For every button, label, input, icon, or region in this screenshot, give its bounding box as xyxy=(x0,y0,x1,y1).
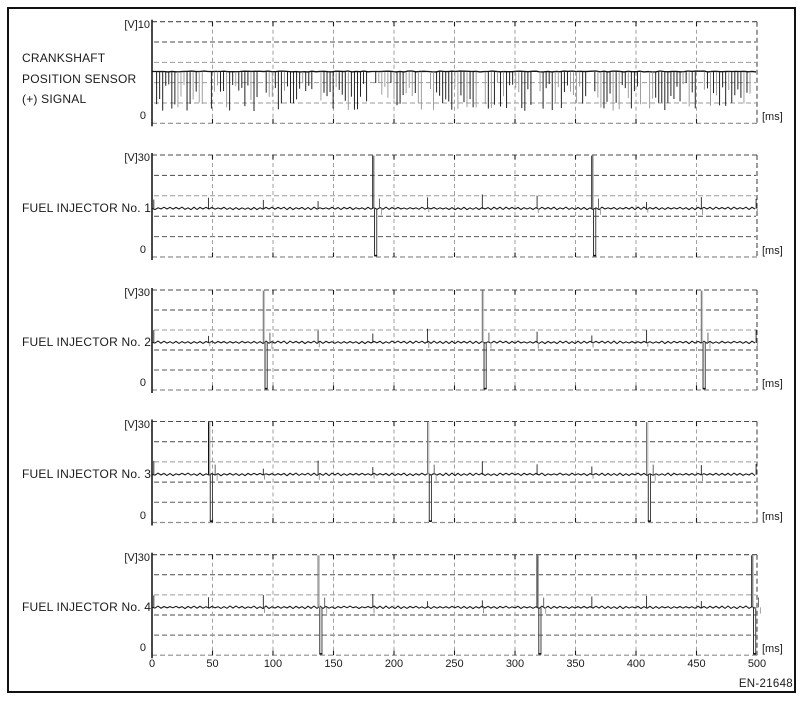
x-axis-tick-label: 200 xyxy=(384,658,404,670)
panel-fuel-injector-3 xyxy=(151,419,758,526)
panel-label-fuel-injector-1: FUEL INJECTOR No. 1 xyxy=(22,200,152,215)
panel-label-fuel-injector-2: FUEL INJECTOR No. 2 xyxy=(22,334,152,349)
x-axis-tick-label: 250 xyxy=(445,658,464,670)
x-axis-tick-label: 450 xyxy=(687,658,706,670)
x-axis-tick-label: 300 xyxy=(505,658,525,670)
panel-fuel-injector-4 xyxy=(151,552,761,659)
x-axis-tick-label: 150 xyxy=(324,658,343,670)
x-axis-unit-label-fuel-injector-4: [ms] xyxy=(762,643,783,656)
figure-border xyxy=(7,7,796,693)
x-axis-tick-label: 100 xyxy=(263,658,283,670)
waveform-fuel-injector-3 xyxy=(151,422,757,522)
panel-label-line: (+) SIGNAL xyxy=(22,92,87,106)
y-axis-zero-label-crankshaft-position-sensor: 0 xyxy=(139,110,146,123)
waveform-fuel-injector-1 xyxy=(151,155,758,257)
y-axis-zero-label-fuel-injector-1: 0 xyxy=(139,244,146,256)
grid-fuel-injector-4 xyxy=(151,552,758,659)
x-axis-unit-label-fuel-injector-1: [ms] xyxy=(762,245,783,257)
y-axis-max-label-fuel-injector-3: [V]30 xyxy=(124,418,150,431)
panel-label-fuel-injector-4: FUEL INJECTOR No. 4 xyxy=(22,599,152,614)
waveform-fuel-injector-4 xyxy=(151,555,761,655)
grid-fuel-injector-2 xyxy=(151,288,758,393)
panel-label-fuel-injector-3: FUEL INJECTOR No. 3 xyxy=(22,466,152,481)
x-axis-tick-label: 0 xyxy=(148,658,156,670)
x-axis-unit-label-fuel-injector-2: [ms] xyxy=(762,378,783,390)
x-axis-tick-label: 350 xyxy=(566,658,585,670)
panel-crankshaft-position-sensor xyxy=(151,19,758,127)
grid-fuel-injector-1 xyxy=(151,153,758,260)
panel-label-line: CRANKSHAFT xyxy=(22,51,106,65)
waveform-fuel-injector-2 xyxy=(151,290,758,390)
panel-fuel-injector-1 xyxy=(151,153,758,260)
figure-code: EN-21648 xyxy=(738,678,793,690)
panel-label-line: POSITION SENSOR xyxy=(22,71,137,86)
y-axis-zero-label-fuel-injector-3: 0 xyxy=(139,509,146,522)
x-axis-unit-label-fuel-injector-3: [ms] xyxy=(762,510,783,523)
x-axis-unit-label-crankshaft-position-sensor: [ms] xyxy=(762,111,783,124)
panel-fuel-injector-2 xyxy=(151,288,758,393)
waveform-crankshaft-position-sensor xyxy=(152,70,757,111)
y-axis-max-label-fuel-injector-1: [V]30 xyxy=(124,152,150,164)
y-axis-zero-label-fuel-injector-4: 0 xyxy=(139,642,146,655)
x-axis-tick-label: 400 xyxy=(626,658,646,670)
x-axis-tick-label: 50 xyxy=(206,658,219,670)
grid-fuel-injector-3 xyxy=(151,419,758,526)
x-axis-tick-label: 500 xyxy=(747,658,767,670)
panel-label-crankshaft-position-sensor: CRANKSHAFT POSITION SENSOR (+) SIGNAL xyxy=(22,48,136,110)
y-axis-max-label-fuel-injector-2: [V]30 xyxy=(124,287,150,299)
y-axis-max-label-fuel-injector-4: [V]30 xyxy=(124,551,150,564)
y-axis-max-label-crankshaft-position-sensor: [V]10 xyxy=(124,18,150,31)
y-axis-zero-label-fuel-injector-2: 0 xyxy=(139,377,146,389)
